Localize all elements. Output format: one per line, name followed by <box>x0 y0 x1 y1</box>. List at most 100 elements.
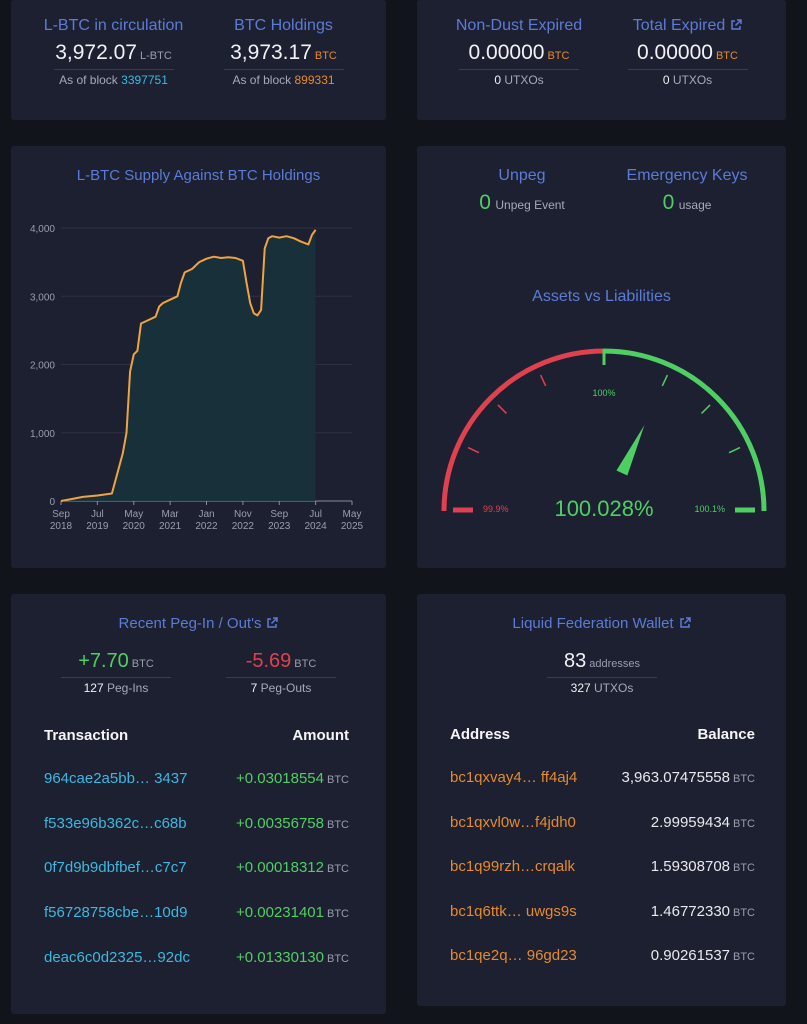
gauge-tick <box>467 446 480 454</box>
supply-chart: 4,0003,0002,0001,0000Sep2018Jul2019May20… <box>30 224 364 532</box>
lbtc-unit: L-BTC <box>139 50 172 62</box>
tx-amount: +0.03018554 <box>235 770 324 787</box>
peg-out-unit: BTC <box>294 658 317 670</box>
total-utxos: 0 <box>662 73 670 87</box>
nondust-expired-value: 0.00000 <box>468 41 545 64</box>
address-link[interactable]: bc1qxvay4… ff4aj4 <box>450 769 578 786</box>
peg-in-value: +7.70 <box>78 650 129 672</box>
x-tick-label-year: 2022 <box>195 521 218 532</box>
x-tick-label-year: 2019 <box>86 521 109 532</box>
address-balance: 0.90261537 <box>650 947 730 964</box>
x-tick-label-month: May <box>343 509 362 520</box>
x-tick-label-month: Jan <box>198 509 214 520</box>
table-row: bc1qe2q… 96gd23 0.90261537 BTC <box>450 947 755 967</box>
table-row: deac6c0d2325…92dc +0.01330130 BTC <box>44 949 349 969</box>
wallet-addresses-label: addresses <box>589 658 640 670</box>
total-unit: BTC <box>715 50 738 62</box>
lbtc-block-link[interactable]: 3397751 <box>121 73 168 87</box>
expired-card: Non-Dust Expired 0.00000 BTC 0 UTXOs Tota… <box>417 0 786 120</box>
wallet-title: Liquid Federation Wallet <box>512 615 674 632</box>
chart-title: L-BTC Supply Against BTC Holdings <box>76 167 321 184</box>
table-row: bc1qxvl0w…f4jdh0 2.99959434 BTC <box>450 814 755 834</box>
x-tick-label-month: Jul <box>91 509 104 520</box>
x-tick-label-year: 2024 <box>305 521 328 532</box>
unpeg-title: Unpeg <box>498 167 546 184</box>
tx-amount: +0.00356758 <box>235 815 324 832</box>
tx-amount: +0.01330130 <box>235 949 324 966</box>
pegs-title-link[interactable]: Recent Peg-In / Out's <box>11 615 386 632</box>
gauge-arc-green <box>603 348 767 512</box>
tx-unit: BTC <box>327 908 349 920</box>
total-utxos-label: UTXOs <box>672 73 713 87</box>
table-row: bc1q6ttk… uwgs9s 1.46772330 BTC <box>450 903 755 923</box>
supply-chart-card: L-BTC Supply Against BTC Holdings 4,000 3… <box>11 146 386 568</box>
external-link-icon <box>731 19 742 30</box>
x-tick-label-month: Sep <box>270 509 288 520</box>
address-link[interactable]: bc1q6ttk… uwgs9s <box>450 903 577 920</box>
address-link[interactable]: bc1qe2q… 96gd23 <box>450 947 577 964</box>
peg-out-count: 7 <box>250 681 258 695</box>
btc-unit: BTC <box>314 50 337 62</box>
y-tick-label: 2,000 <box>30 361 55 372</box>
peg-ins-summary: +7.70 BTC 127 Peg-Ins <box>51 650 181 695</box>
table-row: f533e96b362c…c68b +0.00356758 BTC <box>44 815 349 835</box>
balance-unit: BTC <box>733 862 755 874</box>
nondust-expired-title: Non-Dust Expired <box>455 17 583 34</box>
total-expired: Total Expired 0.00000 BTC 0 UTXOs <box>605 17 770 87</box>
address-link[interactable]: bc1qxvl0w…f4jdh0 <box>450 814 576 831</box>
total-expired-title: Total Expired <box>632 17 726 34</box>
x-tick-label-month: Mar <box>162 509 180 520</box>
nondust-expired: Non-Dust Expired 0.00000 BTC 0 UTXOs <box>439 17 599 87</box>
x-tick-label-year: 2020 <box>123 521 146 532</box>
gauge-left-label: 99.9% <box>483 504 509 514</box>
balance-unit: BTC <box>733 773 755 785</box>
circulation-card: L-BTC in circulation 3,972.07 L-BTC As of… <box>11 0 386 120</box>
tx-link[interactable]: 0f7d9b9dbfbef…c7c7 <box>44 859 187 876</box>
emergency-keys-title: Emergency Keys <box>626 167 748 184</box>
x-tick-label-year: 2025 <box>341 521 364 532</box>
pegs-card: Recent Peg-In / Out's +7.70 BTC 127 Peg-I… <box>11 594 386 1014</box>
x-tick-label-month: May <box>124 509 143 520</box>
x-tick-label-year: 2023 <box>268 521 291 532</box>
wallet-title-link[interactable]: Liquid Federation Wallet <box>417 615 786 632</box>
btc-block-link[interactable]: 899331 <box>294 73 335 87</box>
y-tick-label: 4,000 <box>30 224 55 235</box>
peg-out-label: Peg-Outs <box>260 681 312 695</box>
peg-in-unit: BTC <box>131 658 154 670</box>
tx-link[interactable]: f56728758cbe…10d9 <box>44 904 188 921</box>
lbtc-block-label: As of block <box>59 73 118 87</box>
col-transaction: Transaction <box>44 727 129 744</box>
lbtc-circulation: L-BTC in circulation 3,972.07 L-BTC As of… <box>31 17 196 87</box>
pegs-title: Recent Peg-In / Out's <box>118 615 262 632</box>
col-balance: Balance <box>697 726 755 743</box>
table-row: 964cae2a5bb… 3437 +0.03018554 BTC <box>44 770 349 790</box>
table-row: bc1q99rzh…crqalk 1.59308708 BTC <box>450 858 755 878</box>
table-row: 0f7d9b9dbfbef…c7c7 +0.00018312 BTC <box>44 859 349 879</box>
wallet-card: Liquid Federation Wallet 83 addresses 327… <box>417 594 786 1006</box>
gauge-tick <box>539 374 547 387</box>
gauge-mid-label: 100% <box>592 388 615 398</box>
gauge-arc-red <box>441 348 605 512</box>
total-expired-link[interactable]: Total Expired <box>605 17 770 35</box>
tx-link[interactable]: 964cae2a5bb… 3437 <box>44 770 188 787</box>
address-link[interactable]: bc1q99rzh…crqalk <box>450 858 576 875</box>
gauge-right-label: 100.1% <box>694 504 725 514</box>
address-balance: 1.46772330 <box>650 903 730 920</box>
tx-amount: +0.00018312 <box>235 859 324 876</box>
wallet-utxos: 327 <box>570 681 591 695</box>
peg-in-label: Peg-Ins <box>107 681 149 695</box>
tx-link[interactable]: f533e96b362c…c68b <box>44 815 187 832</box>
x-tick-label-month: Jul <box>309 509 322 520</box>
x-tick-label-year: 2021 <box>159 521 182 532</box>
tx-amount: +0.00231401 <box>235 904 324 921</box>
gauge-tick <box>661 374 669 387</box>
address-balance: 2.99959434 <box>650 814 730 831</box>
tx-link[interactable]: deac6c0d2325…92dc <box>44 949 190 966</box>
unpeg-section: Unpeg 0 Unpeg Event <box>437 167 607 215</box>
x-tick-label-year: 2018 <box>50 521 73 532</box>
lbtc-circulation-value: 3,972.07 <box>55 41 137 64</box>
address-balance: 1.59308708 <box>650 858 730 875</box>
btc-block-label: As of block <box>232 73 292 87</box>
nondust-utxos: 0 <box>494 73 501 87</box>
gauge-tick <box>728 446 741 454</box>
